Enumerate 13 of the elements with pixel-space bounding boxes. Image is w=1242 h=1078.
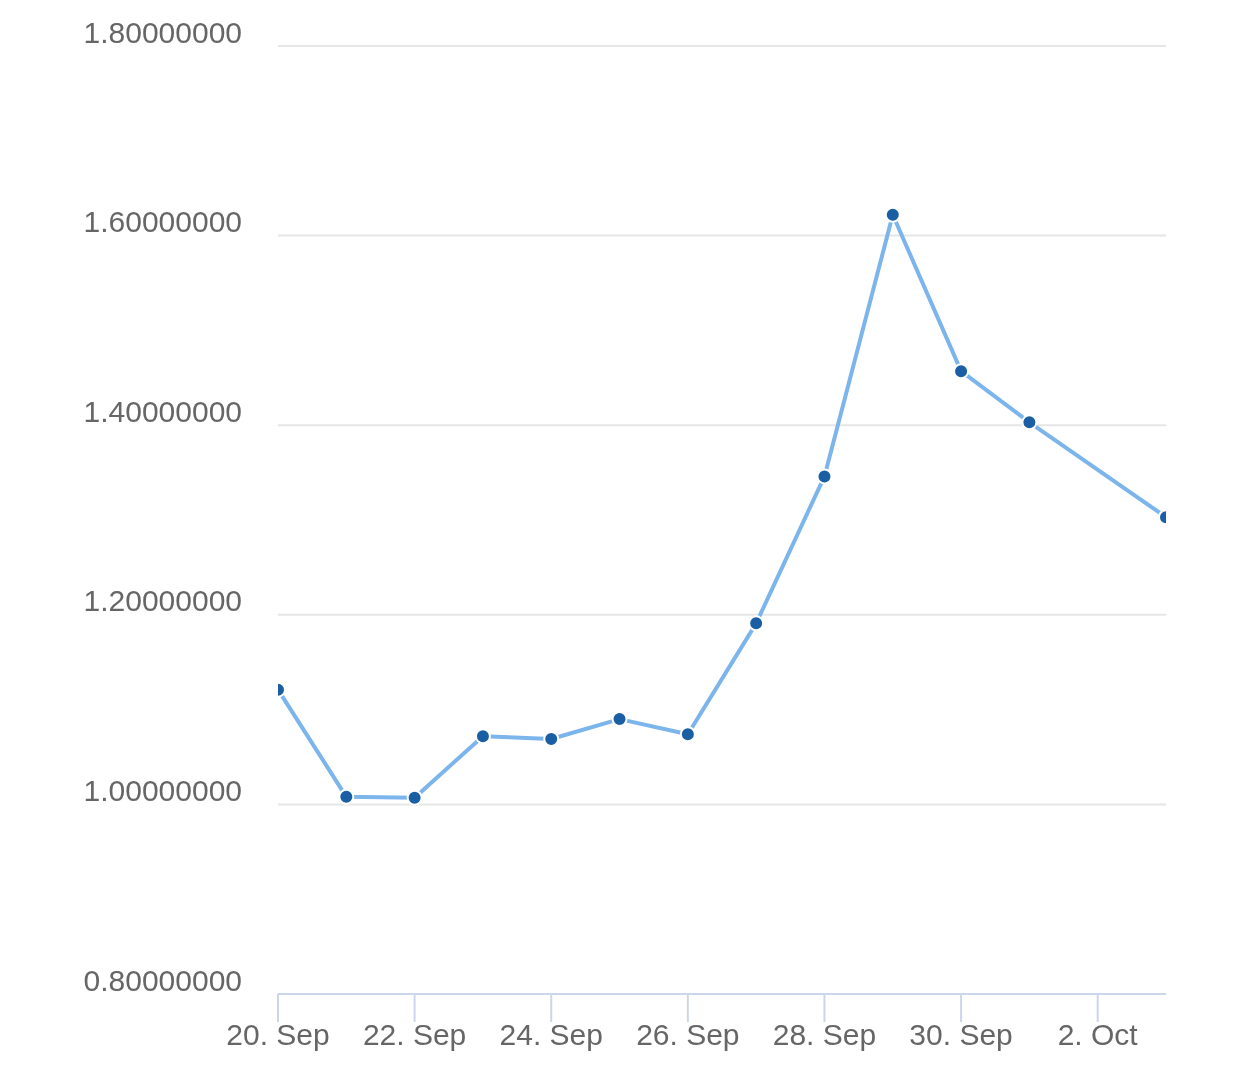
y-tick-label: 1.40000000 (83, 394, 242, 428)
y-tick-label: 1.80000000 (83, 15, 242, 49)
y-tick-label: 1.00000000 (83, 774, 242, 808)
x-tick-label: 24. Sep (499, 1018, 603, 1052)
x-tick-label: 28. Sep (772, 1018, 877, 1052)
x-tick-label: 30. Sep (909, 1018, 1013, 1052)
x-tick-label: 20. Sep (226, 1018, 330, 1052)
x-tick-label: 22. Sep (362, 1018, 467, 1052)
y-tick-label: 0.80000000 (83, 963, 242, 997)
x-tick-label: 26. Sep (636, 1018, 740, 1052)
y-tick-label: 1.60000000 (83, 205, 242, 239)
x-tick-label: 2. Oct (1057, 1018, 1139, 1052)
y-tick-label: 1.20000000 (83, 584, 242, 618)
